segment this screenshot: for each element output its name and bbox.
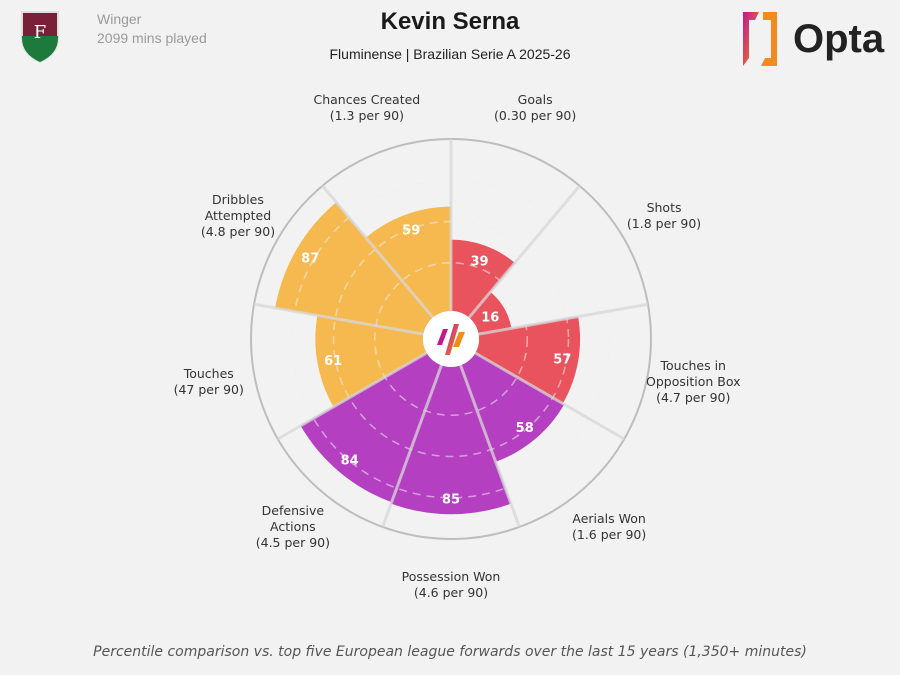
bar-shots xyxy=(468,291,512,335)
category-name: Dribbles xyxy=(212,192,264,207)
opta-logo: Opta xyxy=(735,8,884,70)
divider-line xyxy=(467,184,581,319)
category-per90: (4.6 per 90) xyxy=(413,585,489,600)
value-label: 85 xyxy=(442,492,460,507)
category-per90: (4.8 per 90) xyxy=(200,224,276,239)
bar-chances-created xyxy=(365,206,451,318)
page-title: Kevin Serna xyxy=(380,8,520,35)
bar-defensive-actions xyxy=(300,353,442,503)
category-per90: (0.30 per 90) xyxy=(494,107,577,123)
category-per90: (4.5 per 90) xyxy=(255,535,330,551)
grid-ring-25 xyxy=(374,262,528,416)
divider-line xyxy=(381,364,443,528)
category-label: Dribbles Attempted (4.8 per 90) xyxy=(201,192,275,240)
value-label: 58 xyxy=(516,421,534,436)
divider-line xyxy=(478,302,649,336)
value-label: 61 xyxy=(324,354,342,369)
category-name: Touches in xyxy=(660,357,726,373)
category-name: Possession Won xyxy=(401,569,501,584)
center-logo-icon xyxy=(453,332,465,347)
page-subtitle: Fluminense | Brazilian Serie A 2025-26 xyxy=(329,46,571,62)
bar-possession-won xyxy=(391,365,511,515)
category-name: Opposition Box xyxy=(646,373,741,389)
bar-goals xyxy=(451,239,515,318)
category-name: Touches xyxy=(183,365,234,381)
svg-text:F: F xyxy=(34,22,47,43)
category-name: Goals xyxy=(517,91,553,107)
opta-wordmark: Opta xyxy=(793,16,885,61)
divider-line xyxy=(474,351,625,441)
value-label: 39 xyxy=(470,255,488,270)
category-name: Chances Created xyxy=(313,91,421,107)
minutes-played: 2099 mins played xyxy=(97,30,207,46)
value-label: 84 xyxy=(341,454,359,469)
category-label: Chances Created (1.3 per 90) xyxy=(313,92,420,124)
bar-dribbles-attempted xyxy=(275,202,434,335)
divider-line xyxy=(459,364,521,528)
player-position: Winger xyxy=(97,11,142,27)
category-label: Shots (1.8 per 90) xyxy=(627,200,701,232)
category-label: Touches (47 per 90) xyxy=(174,366,244,398)
value-label: 57 xyxy=(553,353,571,368)
category-label: Defensive Actions (4.5 per 90) xyxy=(256,503,330,551)
center-logo-icon xyxy=(445,324,459,355)
category-name: Defensive xyxy=(261,503,325,519)
club-crest-logo: F xyxy=(21,11,59,64)
divider-line xyxy=(277,351,428,441)
category-label: Possession Won (4.6 per 90) xyxy=(402,569,501,601)
category-label: Aerials Won (1.6 per 90) xyxy=(572,511,646,543)
category-name: Actions xyxy=(270,519,316,535)
center-logo-icon xyxy=(437,329,448,345)
category-per90: (4.7 per 90) xyxy=(656,389,731,405)
category-name: Shots xyxy=(646,200,682,215)
grid-ring-bg-25 xyxy=(374,262,528,416)
footnote: Percentile comparison vs. top five Europ… xyxy=(93,644,807,660)
value-label: 16 xyxy=(481,310,499,325)
category-name: Attempted xyxy=(204,208,272,223)
category-label: Goals (0.30 per 90) xyxy=(494,92,576,124)
divider-line xyxy=(253,302,424,336)
divider-line xyxy=(321,184,435,319)
bar-touches-in-opposition-box xyxy=(475,316,581,404)
category-per90: (1.6 per 90) xyxy=(572,527,647,543)
category-per90: (1.3 per 90) xyxy=(329,107,404,123)
category-label: Touches in Opposition Box (4.7 per 90) xyxy=(646,358,741,406)
category-name: Aerials Won xyxy=(572,511,646,527)
category-per90: (1.8 per 90) xyxy=(626,216,702,231)
opta-mark-icon xyxy=(743,12,777,66)
category-per90: (47 per 90) xyxy=(173,381,244,397)
value-label: 59 xyxy=(402,224,420,239)
value-label: 87 xyxy=(301,252,319,267)
